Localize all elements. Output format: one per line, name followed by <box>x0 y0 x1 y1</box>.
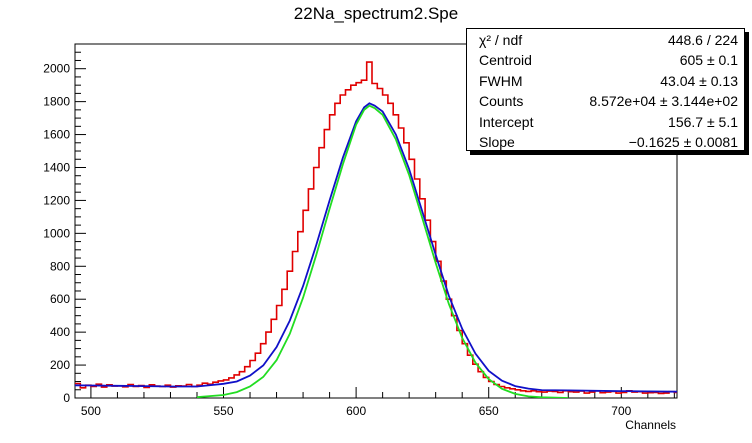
stat-value: 156.7 ± 5.1 <box>668 113 738 130</box>
y-tick-label: 200 <box>50 358 70 372</box>
fit-stats-box: χ² / ndf 448.6 / 224 Centroid 605 ± 0.1 FWHM… <box>466 28 745 151</box>
stat-label: Intercept <box>479 113 534 130</box>
stat-row: FWHM 43.04 ± 0.13 <box>479 71 738 91</box>
stat-label: Slope <box>479 133 515 150</box>
y-tick-label: 1600 <box>43 128 70 142</box>
y-tick-label: 800 <box>50 259 70 273</box>
y-tick-label: 600 <box>50 292 70 306</box>
chart-title: 22Na_spectrum2.Spe <box>293 4 459 23</box>
axes: 500 550 600 650 700 0 200 400 600 800 1000 1200 1400… <box>43 43 678 418</box>
y-tick-label: 400 <box>50 325 70 339</box>
plot-frame <box>74 43 678 399</box>
stat-row: χ² / ndf 448.6 / 224 <box>479 30 738 50</box>
x-tick-label: 600 <box>346 404 366 418</box>
y-tick-label: 1800 <box>43 95 70 109</box>
stat-row: Slope −0.1625 ± 0.0081 <box>479 132 738 152</box>
y-tick-label: 0 <box>63 391 70 405</box>
stat-label: χ² / ndf <box>479 32 523 48</box>
stat-row: Intercept 156.7 ± 5.1 <box>479 112 738 132</box>
stat-value: 43.04 ± 0.13 <box>660 72 738 89</box>
y-tick-label: 1400 <box>43 160 70 174</box>
stat-value: 8.572e+04 ± 3.144e+02 <box>589 93 738 110</box>
y-tick-label: 1000 <box>43 226 70 240</box>
series-layer <box>75 61 677 398</box>
stat-label: Centroid <box>479 52 532 69</box>
y-tick-label: 1200 <box>43 193 70 207</box>
stat-label: FWHM <box>479 72 523 89</box>
stat-row: Centroid 605 ± 0.1 <box>479 50 738 70</box>
gaussian-fit-line <box>196 104 569 398</box>
x-tick-label: 550 <box>213 404 233 418</box>
stat-value: 448.6 / 224 <box>667 32 738 48</box>
x-tick-label: 650 <box>479 404 499 418</box>
x-tick-label: 500 <box>81 404 101 418</box>
total-fit-line <box>75 102 677 393</box>
x-tick-label: 700 <box>611 404 631 418</box>
stat-row: Counts 8.572e+04 ± 3.144e+02 <box>479 91 738 111</box>
x-axis-label: Channels <box>625 418 676 432</box>
stat-label: Counts <box>479 93 524 110</box>
y-tick-label: 2000 <box>43 62 70 76</box>
stat-value: −0.1625 ± 0.0081 <box>628 133 738 150</box>
stat-value: 605 ± 0.1 <box>679 52 738 69</box>
